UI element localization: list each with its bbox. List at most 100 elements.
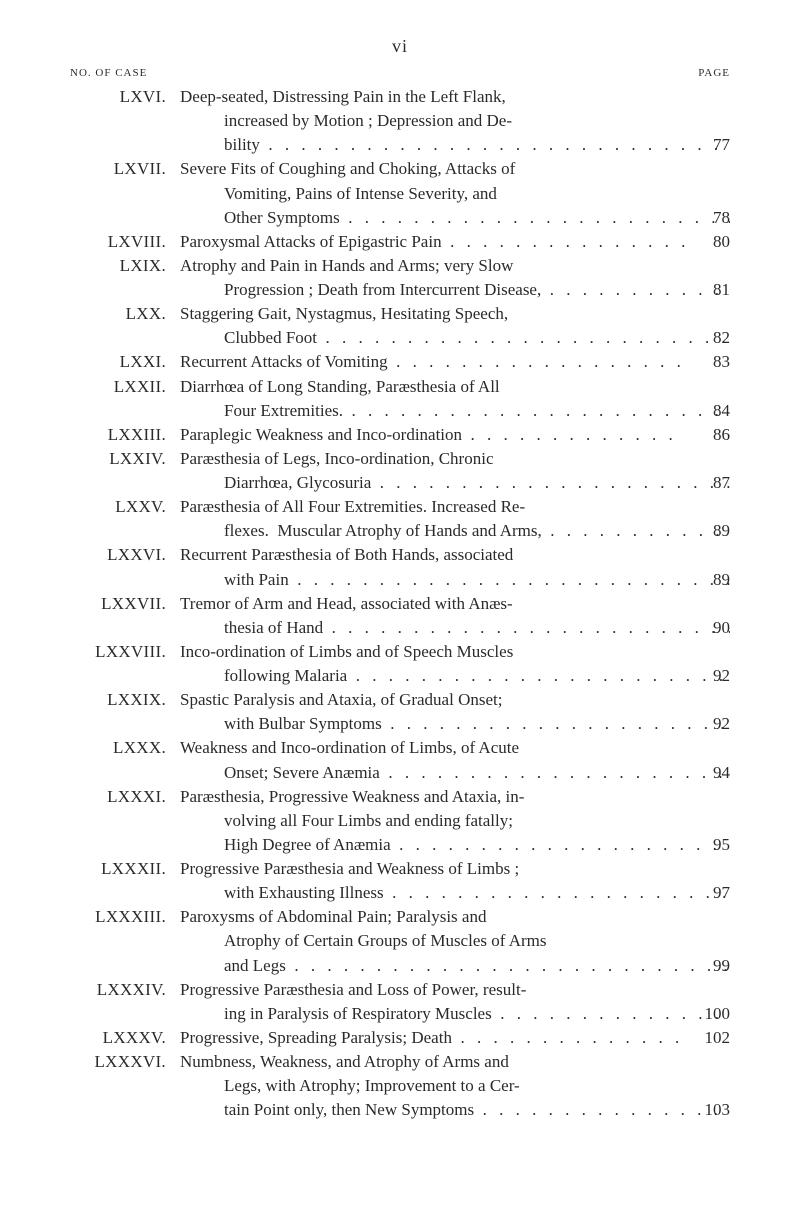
case-number: LXXVII. xyxy=(70,592,180,616)
case-number: LXVIII. xyxy=(70,230,180,254)
description-last-line: Clubbed Foot . . . . . . . . . . . . . .… xyxy=(180,326,730,350)
case-description: Numbness, Weakness, and Atrophy of Arms … xyxy=(180,1050,686,1122)
description-last-line: ing in Paralysis of Respiratory Muscles … xyxy=(180,1002,730,1026)
page-number: 80 xyxy=(686,230,730,254)
dot-leaders: . . . . . . . . . . . . . . . . . . . . … xyxy=(390,712,730,736)
case-description: Progressive, Spreading Paralysis; Death … xyxy=(180,1026,686,1050)
toc-entry: LXVIII.Paroxysmal Attacks of Epigastric … xyxy=(70,230,730,254)
toc-entry: LXXVII.Tremor of Arm and Head, associate… xyxy=(70,592,730,640)
dot-leaders: . . . . . . . . . . . . . . . . . . . . … xyxy=(356,664,730,688)
description-last-line: with Exhausting Illness . . . . . . . . … xyxy=(180,881,730,905)
description-line: Staggering Gait, Nystagmus, Hesitating S… xyxy=(180,302,686,326)
case-number: LXVII. xyxy=(70,157,180,181)
description-line: volving all Four Limbs and ending fatall… xyxy=(180,809,686,833)
description-line: Paræsthesia, Progressive Weakness and At… xyxy=(180,785,686,809)
description-text: thesia of Hand xyxy=(224,616,332,640)
toc-entry: LXXII.Diarrhœa of Long Standing, Paræsth… xyxy=(70,375,730,423)
description-line: Tremor of Arm and Head, associated with … xyxy=(180,592,686,616)
dot-leaders: . . . . . . . . . . . . . . . . . . . . … xyxy=(268,133,730,157)
toc-entry: LXXXIII.Paroxysms of Abdominal Pain; Par… xyxy=(70,905,730,977)
description-line: Severe Fits of Coughing and Choking, Att… xyxy=(180,157,686,181)
description-text: Onset; Severe Anæmia xyxy=(224,761,388,785)
case-description: Recurrent Attacks of Vomiting . . . . . … xyxy=(180,350,686,374)
dot-leaders: . . . . . . . . . . . . . . . . . . . . … xyxy=(388,761,730,785)
description-last-line: with Pain . . . . . . . . . . . . . . . … xyxy=(180,568,730,592)
description-last-line: with Bulbar Symptoms . . . . . . . . . .… xyxy=(180,712,730,736)
description-last-line: and Legs . . . . . . . . . . . . . . . .… xyxy=(180,954,730,978)
description-text: High Degree of Anæmia xyxy=(224,833,399,857)
description-line: Atrophy and Pain in Hands and Arms; very… xyxy=(180,254,686,278)
case-number: LXVI. xyxy=(70,85,180,109)
description-last-line: Paroxysmal Attacks of Epigastric Pain . … xyxy=(180,230,686,254)
toc-entry: LXIX.Atrophy and Pain in Hands and Arms;… xyxy=(70,254,730,302)
description-line: Numbness, Weakness, and Atrophy of Arms … xyxy=(180,1050,686,1074)
description-text: Progressive, Spreading Paralysis; Death xyxy=(180,1026,460,1050)
description-last-line: Four Extremities. . . . . . . . . . . . … xyxy=(180,399,730,423)
dot-leaders: . . . . . . . . . . . . . . . . . . . . … xyxy=(550,278,730,302)
description-text: Clubbed Foot xyxy=(224,326,326,350)
toc-entry: LXXI.Recurrent Attacks of Vomiting . . .… xyxy=(70,350,730,374)
case-number: LXXVI. xyxy=(70,543,180,567)
description-last-line: bility . . . . . . . . . . . . . . . . .… xyxy=(180,133,730,157)
case-description: Atrophy and Pain in Hands and Arms; very… xyxy=(180,254,686,302)
case-description: Progressive Paræsthesia and Weakness of … xyxy=(180,857,686,905)
case-description: Spastic Paralysis and Ataxia, of Gradual… xyxy=(180,688,686,736)
description-text: with Exhausting Illness xyxy=(224,881,392,905)
dot-leaders: . . . . . . . . . . . . . . . . . . . . … xyxy=(399,833,730,857)
description-line: Deep-seated, Distressing Pain in the Lef… xyxy=(180,85,686,109)
dot-leaders: . . . . . . . . . . . . . . . . . . . . … xyxy=(550,519,730,543)
case-description: Tremor of Arm and Head, associated with … xyxy=(180,592,686,640)
case-description: Staggering Gait, Nystagmus, Hesitating S… xyxy=(180,302,686,350)
case-description: Recurrent Paræsthesia of Both Hands, ass… xyxy=(180,543,686,591)
toc-entry: LXXIV.Paræsthesia of Legs, Inco-ordinati… xyxy=(70,447,730,495)
description-line: Progressive Paræsthesia and Weakness of … xyxy=(180,857,686,881)
dot-leaders: . . . . . . . . . . . . . . . . . . . . … xyxy=(471,423,686,447)
case-number: LXXIX. xyxy=(70,688,180,712)
toc-entry: LXXXIV.Progressive Paræsthesia and Loss … xyxy=(70,978,730,1026)
dot-leaders: . . . . . . . . . . . . . . . . . . . . … xyxy=(348,206,730,230)
description-line: Progressive Paræsthesia and Loss of Powe… xyxy=(180,978,686,1002)
case-number: LXX. xyxy=(70,302,180,326)
case-number: LXXVIII. xyxy=(70,640,180,664)
dot-leaders: . . . . . . . . . . . . . . . . . . . . … xyxy=(380,471,730,495)
header-page: PAGE xyxy=(698,67,730,79)
description-text: Paroxysmal Attacks of Epigastric Pain xyxy=(180,230,450,254)
description-line: Spastic Paralysis and Ataxia, of Gradual… xyxy=(180,688,686,712)
case-number: LXXIV. xyxy=(70,447,180,471)
toc-entry: LXXIX.Spastic Paralysis and Ataxia, of G… xyxy=(70,688,730,736)
description-line: Inco-ordination of Limbs and of Speech M… xyxy=(180,640,686,664)
description-text: Four Extremities. xyxy=(224,399,351,423)
description-line: Paroxysms of Abdominal Pain; Paralysis a… xyxy=(180,905,686,929)
case-description: Deep-seated, Distressing Pain in the Lef… xyxy=(180,85,686,157)
dot-leaders: . . . . . . . . . . . . . . . . . . . . … xyxy=(396,350,686,374)
description-text: Recurrent Attacks of Vomiting xyxy=(180,350,396,374)
description-text: ing in Paralysis of Respiratory Muscles xyxy=(224,1002,500,1026)
toc-entry: LXXXVI.Numbness, Weakness, and Atrophy o… xyxy=(70,1050,730,1122)
case-description: Severe Fits of Coughing and Choking, Att… xyxy=(180,157,686,229)
page-number-roman: vi xyxy=(70,36,730,57)
description-text: with Bulbar Symptoms xyxy=(224,712,390,736)
dot-leaders: . . . . . . . . . . . . . . . . . . . . … xyxy=(294,954,730,978)
description-line: Vomiting, Pains of Intense Severity, and xyxy=(180,182,686,206)
case-number: LXXX. xyxy=(70,736,180,760)
case-description: Inco-ordination of Limbs and of Speech M… xyxy=(180,640,686,688)
toc-entries: LXVI.Deep-seated, Distressing Pain in th… xyxy=(70,85,730,1122)
description-last-line: High Degree of Anæmia . . . . . . . . . … xyxy=(180,833,730,857)
case-description: Paræsthesia of Legs, Inco-ordination, Ch… xyxy=(180,447,686,495)
description-text: tain Point only, then New Symptoms xyxy=(224,1098,483,1122)
dot-leaders: . . . . . . . . . . . . . . . . . . . . … xyxy=(297,568,730,592)
dot-leaders: . . . . . . . . . . . . . . . . . . . . … xyxy=(483,1098,730,1122)
dot-leaders: . . . . . . . . . . . . . . . . . . . . … xyxy=(460,1026,686,1050)
description-last-line: flexes. Muscular Atrophy of Hands and Ar… xyxy=(180,519,730,543)
dot-leaders: . . . . . . . . . . . . . . . . . . . . … xyxy=(326,326,730,350)
description-line: Paræsthesia of Legs, Inco-ordination, Ch… xyxy=(180,447,686,471)
dot-leaders: . . . . . . . . . . . . . . . . . . . . … xyxy=(332,616,730,640)
description-last-line: Other Symptoms . . . . . . . . . . . . .… xyxy=(180,206,730,230)
case-number: LXXII. xyxy=(70,375,180,399)
case-number: LXXXIII. xyxy=(70,905,180,929)
column-headers: NO. OF CASE PAGE xyxy=(70,67,730,79)
case-description: Progressive Paræsthesia and Loss of Powe… xyxy=(180,978,686,1026)
description-last-line: Progressive, Spreading Paralysis; Death … xyxy=(180,1026,686,1050)
description-line: Atrophy of Certain Groups of Muscles of … xyxy=(180,929,686,953)
case-description: Paræsthesia of All Four Extremities. Inc… xyxy=(180,495,686,543)
